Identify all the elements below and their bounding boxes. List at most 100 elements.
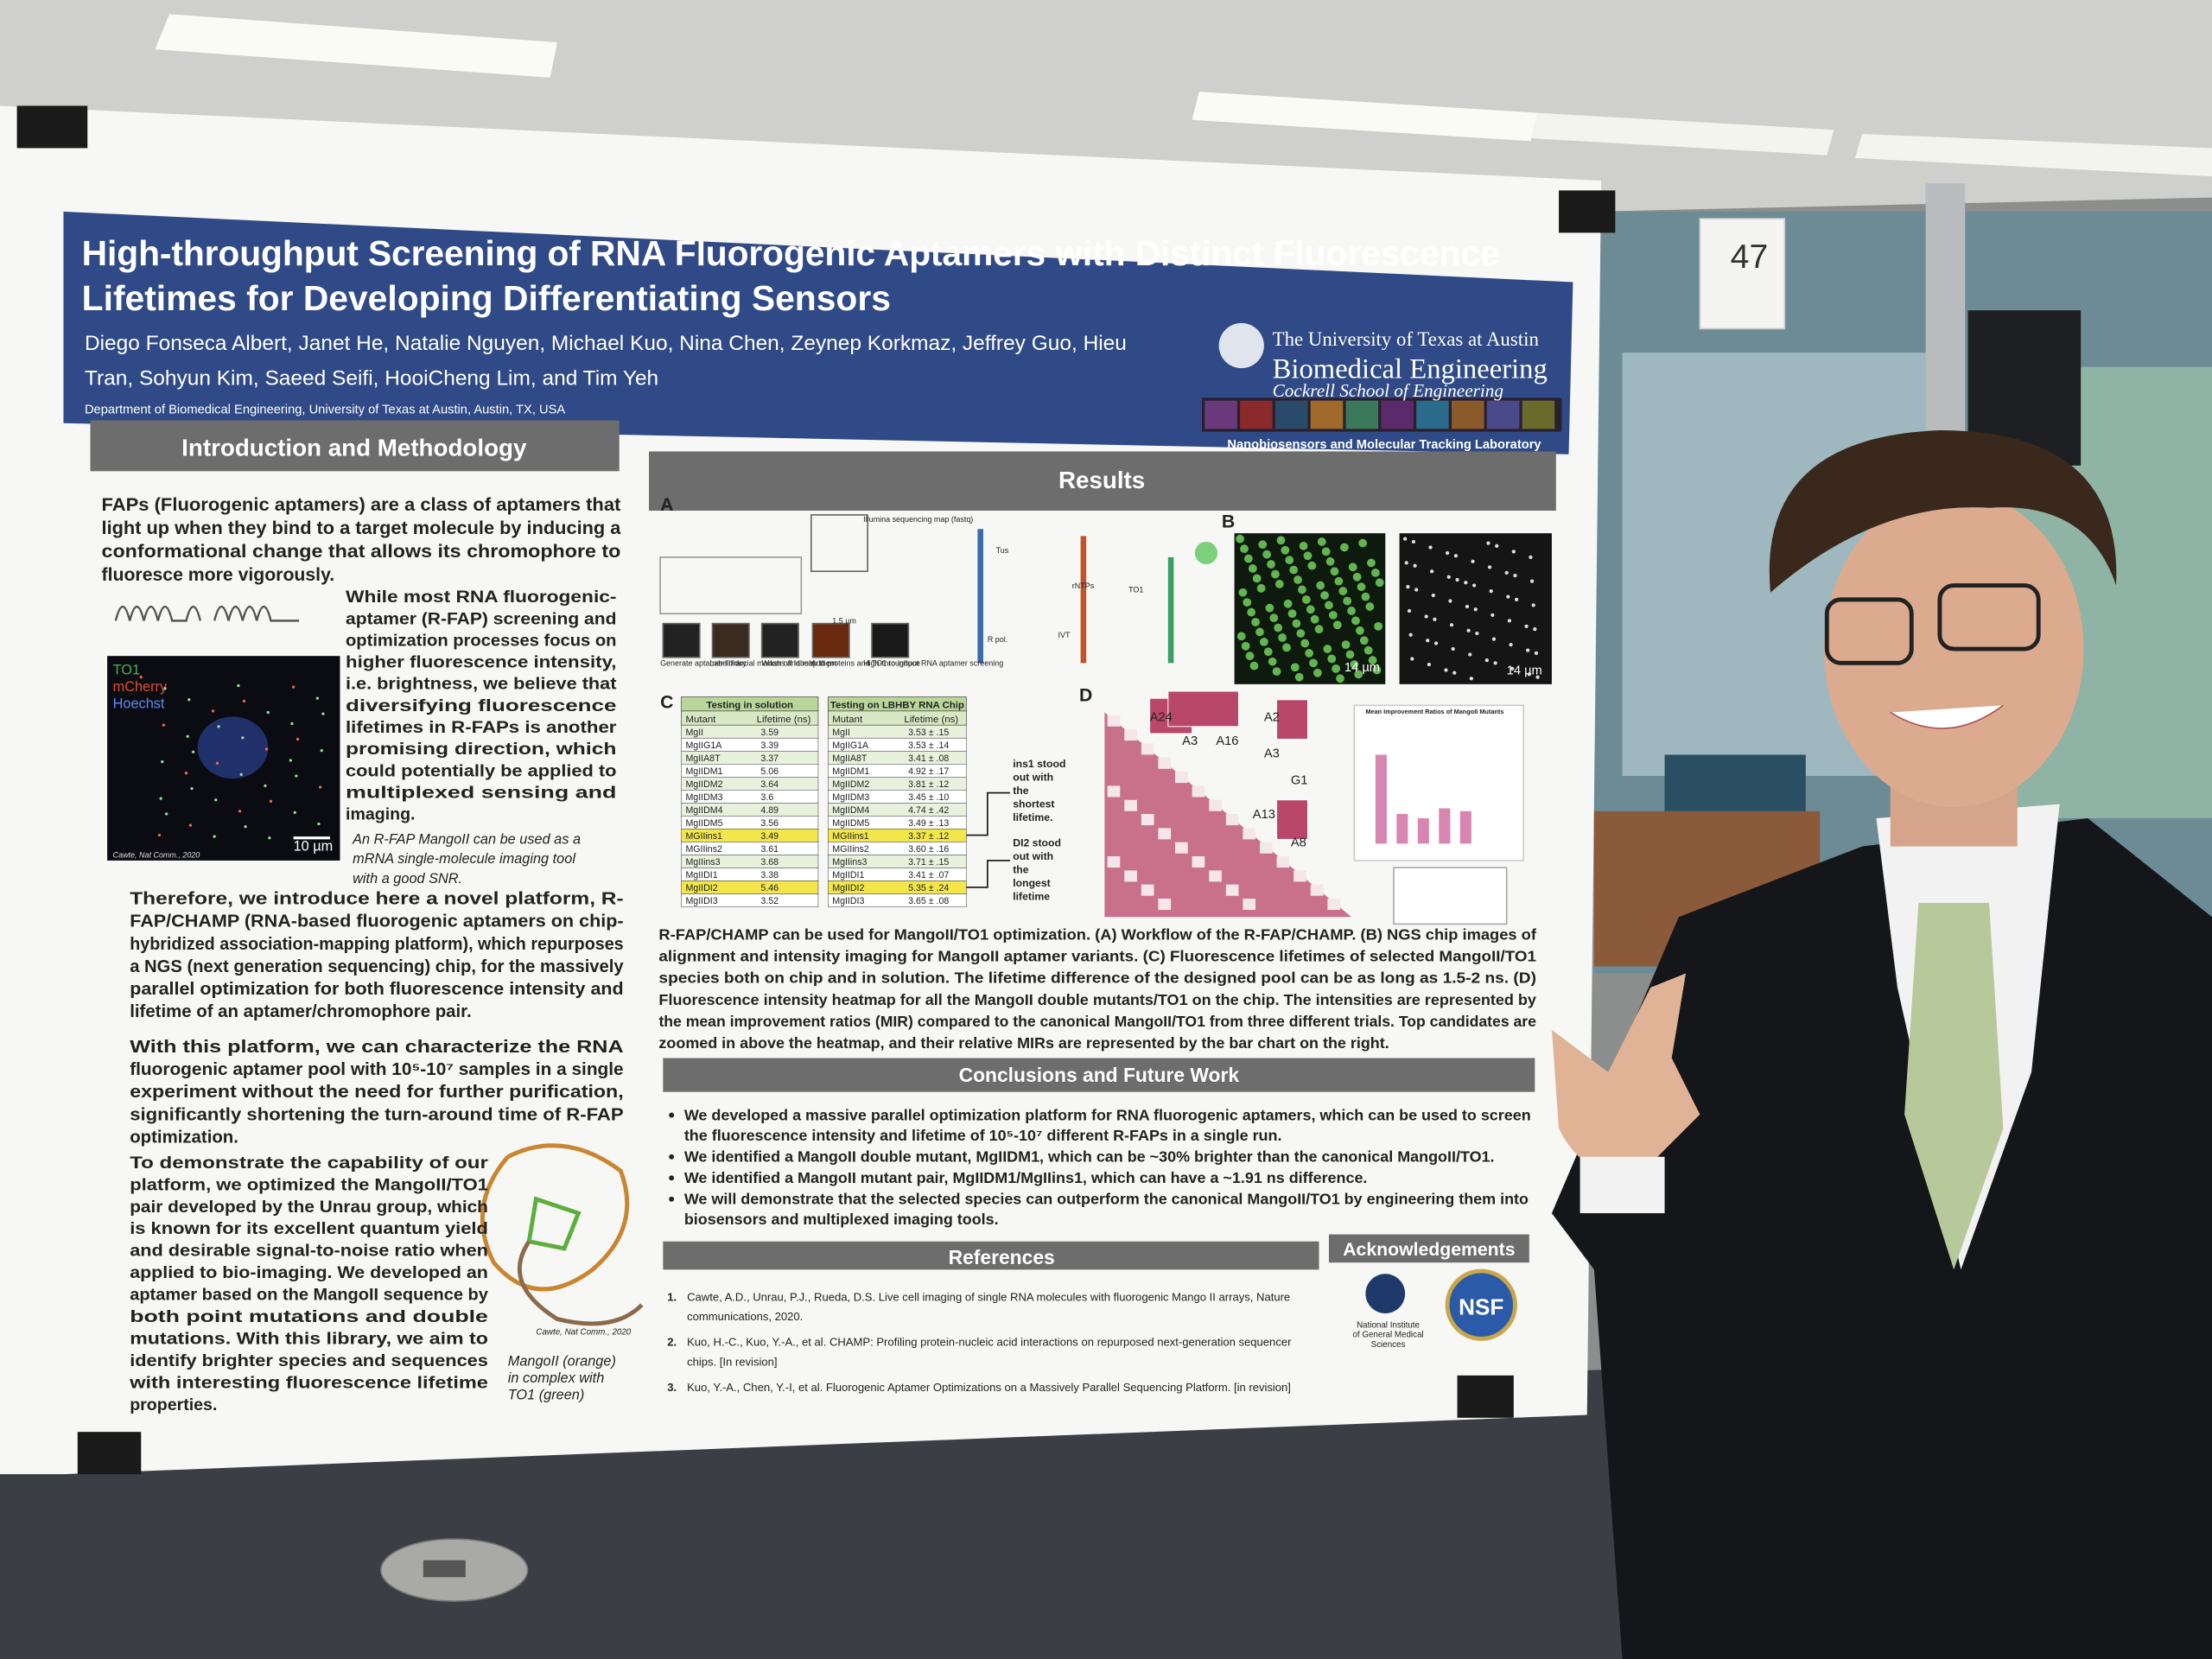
table-cell: MgIIG1A: [832, 741, 869, 751]
fluorescent-spot: [213, 835, 216, 838]
chip-cluster: [1509, 643, 1513, 647]
zoom-patch: [1167, 690, 1239, 728]
image-credit: Cawte, Nat Comm., 2020: [536, 1327, 631, 1337]
table-cell: 3.81 ± .12: [908, 779, 949, 790]
chip-cluster: [1340, 543, 1349, 552]
reference-number: 2.: [667, 1336, 677, 1349]
helix-figure: [480, 1143, 644, 1326]
table-cell: MgIIDI2: [832, 883, 864, 893]
authors: Diego Fonseca Albert, Janet He, Natalie …: [85, 332, 1127, 355]
paragraph: identify brighter species and sequences: [130, 1351, 488, 1370]
chip-cluster: [1306, 605, 1315, 614]
heatmap-cell: [1158, 828, 1172, 840]
chip-cluster: [1251, 618, 1260, 626]
strip-image: [1274, 400, 1308, 429]
fluorescent-spot: [237, 683, 240, 688]
chip-cluster: [1245, 652, 1255, 661]
mutant-legend: [1393, 867, 1508, 925]
heatmap-cell: [1327, 899, 1341, 911]
chip-cluster: [1526, 648, 1530, 652]
table-cell: MgIIA8T: [685, 753, 721, 764]
chip-cluster: [1300, 639, 1310, 648]
chip-cluster: [1285, 556, 1294, 565]
column-header: Lifetime (ns): [757, 715, 811, 725]
note: the: [1013, 785, 1029, 797]
nigms-logo: [1365, 1274, 1406, 1313]
workflow-label: 1.5 µm: [832, 617, 856, 626]
university: The University of Texas at Austin: [1273, 328, 1540, 350]
heatmap-label: A8: [1291, 836, 1306, 850]
hair: [1769, 429, 2117, 593]
fluorescent-spot: [211, 709, 215, 713]
paragraph: aptamer based on the MangoII sequence by: [130, 1286, 488, 1305]
fluorescent-spot: [184, 772, 188, 775]
chip-cluster: [1487, 565, 1492, 569]
heatmap-cell: [1141, 884, 1154, 896]
table-cell: 3.64: [760, 779, 779, 790]
note: lifetime.: [1013, 811, 1052, 823]
mir-bar: [1439, 808, 1451, 844]
chip: [659, 556, 803, 615]
note: longest: [1013, 877, 1051, 889]
fluorescent-spot: [165, 812, 168, 816]
chip-cluster: [1410, 657, 1414, 661]
workflow-label: Generate aptamer library: [660, 659, 747, 668]
fluorescent-spot: [161, 760, 164, 764]
fluorescent-spot: [320, 748, 323, 753]
section-heading: Conclusions and Future Work: [959, 1064, 1240, 1086]
table-cell: 4.74 ± .42: [908, 805, 949, 816]
chip-cluster: [1411, 539, 1416, 544]
chip-cluster: [1269, 613, 1279, 622]
note: shortest: [1013, 798, 1054, 810]
chip-cluster: [1299, 541, 1308, 550]
to1-glow: [1194, 541, 1217, 565]
heatmap-label: A3: [1264, 747, 1280, 761]
note: the: [1013, 864, 1029, 876]
chip-cluster: [1289, 565, 1299, 575]
bullet-text: We developed a massive parallel optimiza…: [684, 1106, 1531, 1123]
paragraph: hybridized association-mapping platform)…: [130, 935, 623, 954]
chip-cluster: [1358, 538, 1368, 548]
section-heading: Acknowledgements: [1343, 1240, 1515, 1260]
chip-cluster: [1374, 622, 1382, 631]
chip-cluster: [1343, 596, 1352, 606]
table-cell: MgIIins3: [685, 857, 720, 868]
column-header: Mutant: [685, 715, 716, 725]
fluorescent-spot: [264, 747, 269, 751]
paragraph: properties.: [130, 1395, 217, 1414]
chip-cluster: [1267, 560, 1275, 569]
chip-cluster: [1298, 585, 1306, 594]
heatmap-label: A16: [1216, 734, 1238, 748]
lab-name: Nanobiosensors and Molecular Tracking La…: [1227, 438, 1541, 452]
fluorescent-spot: [289, 759, 292, 762]
table-cell: MgIIDM2: [832, 779, 869, 790]
ceiling-light: [1192, 92, 1538, 142]
table-cell: MgIIDM3: [832, 792, 869, 803]
paragraph: conformational change that allows its ch…: [102, 542, 621, 562]
chip-cluster: [1330, 567, 1339, 576]
chip-cluster: [1268, 657, 1277, 666]
chip-cluster: [1303, 551, 1313, 561]
paragraph: aptamer (R-FAP) screening and: [346, 609, 616, 628]
figure-caption: TO1 (green): [508, 1388, 585, 1403]
image-credit: Cawte, Nat Comm., 2020: [113, 851, 200, 860]
chip-cluster: [1249, 661, 1259, 671]
table-cell: MgIIDM5: [832, 818, 869, 829]
lens: [1937, 583, 2041, 652]
chip-cluster: [1345, 650, 1355, 659]
chip-cluster: [1276, 536, 1286, 545]
table-cell: 5.35 ± .24: [908, 883, 949, 893]
chip-cluster: [1334, 576, 1344, 586]
workflow-label: IVT: [1058, 631, 1070, 639]
chip-cluster: [1282, 643, 1291, 652]
rna-hairpins: [114, 605, 202, 622]
table-cell: MGIIins2: [832, 844, 869, 855]
column-header: Mutant: [832, 715, 863, 725]
bullet: [669, 1154, 675, 1160]
workflow-label: Wash off labels: [762, 659, 815, 668]
chip-cluster: [1236, 632, 1246, 641]
logo-caption: of General Medical: [1352, 1331, 1423, 1340]
section-heading: References: [949, 1246, 1055, 1268]
zoom-patch: [1276, 699, 1308, 740]
strip-image: [1522, 400, 1555, 429]
